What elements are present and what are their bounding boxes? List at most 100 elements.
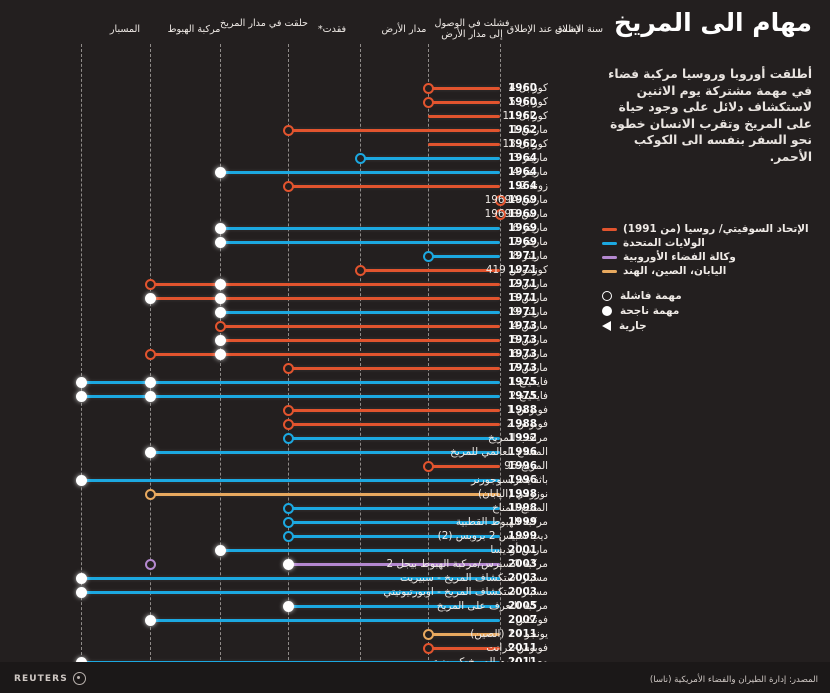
legend-item-agency-3: وكالة الفضاء الأوروبية <box>602 250 812 264</box>
mission-name-label: مارس 1 <box>511 124 548 136</box>
success-marker <box>144 292 156 304</box>
mission-bar <box>81 478 500 482</box>
success-marker <box>214 292 226 304</box>
triangle-arrow-icon <box>602 320 611 331</box>
launch-year-label: 2011 <box>508 628 537 640</box>
launch-year-label: 2003 <box>508 572 537 584</box>
legend-item-agency-2: الولايات المتحدة <box>602 236 812 250</box>
table-row: 1960 كورابل 4 <box>0 81 830 95</box>
mission-name-label: مارس 5 <box>511 334 548 346</box>
failure-marker <box>282 432 294 444</box>
success-marker <box>214 166 226 178</box>
mission-bar <box>81 380 500 384</box>
mission-name-label: كوزموس 419 <box>485 264 548 276</box>
column-header-5: فقدت* <box>317 24 347 35</box>
table-row: 1969 مارس 1969A <box>0 193 830 207</box>
legend-item-agency-1: الإتحاد السوفيتي/ روسيا (من 1991) <box>602 222 812 236</box>
table-row: 1998 المتتبع للمناخ <box>0 501 830 515</box>
page-title: مهام الى المريخ <box>613 8 812 37</box>
mission-name-label: نوزومي (اليابان) <box>478 488 548 500</box>
launch-year-label: 1969 <box>508 208 537 220</box>
mission-name-label: مارينر 8 <box>512 250 548 262</box>
success-marker <box>214 544 226 556</box>
launch-year-label: 1962 <box>508 110 537 122</box>
mission-bar <box>288 534 500 538</box>
launch-year-label: 1971 <box>508 264 537 276</box>
mission-name-label: المريخ 96 <box>504 460 548 472</box>
failure-marker <box>494 208 506 220</box>
mission-bar <box>150 618 500 622</box>
mission-bar <box>428 142 500 146</box>
legend-status: مهمة فاشلة مهمة ناجحة جارية <box>602 288 812 333</box>
table-row: 2003 مسبار استكشاف المريخ - سبيريت <box>0 571 830 585</box>
failure-marker <box>282 418 294 430</box>
mission-name-label: زوند 2 <box>519 180 548 192</box>
legend-item-status-1: مهمة فاشلة <box>602 288 812 303</box>
launch-year-label: 2003 <box>508 558 537 570</box>
failure-marker <box>494 194 506 206</box>
mission-bar <box>288 520 500 524</box>
mission-name-label: مارينر 3 <box>512 152 548 164</box>
failure-marker <box>282 180 294 192</box>
failure-marker <box>282 362 294 374</box>
mission-name-label: مارس 3 <box>511 292 548 304</box>
launch-year-label: 2007 <box>508 614 537 626</box>
footer-bar <box>0 662 830 693</box>
table-row: 1999 مركبة الهبوط القطبية <box>0 515 830 529</box>
table-row: 1971 مارس 2 <box>0 277 830 291</box>
table-row: 1964 زوند 2 <box>0 179 830 193</box>
success-marker <box>282 600 294 612</box>
legend-label: جارية <box>619 319 647 332</box>
mission-bar <box>288 422 500 426</box>
gridline-7 <box>500 44 501 660</box>
success-marker <box>214 222 226 234</box>
reuters-logo: REUTERS <box>14 672 86 685</box>
column-header-7: مركبة الهبوط <box>167 24 221 35</box>
failure-marker <box>214 320 226 332</box>
failure-marker <box>282 516 294 528</box>
mission-bar <box>220 324 500 328</box>
table-row: 1996 باثفايندر/سوجورنر <box>0 473 830 487</box>
table-row: 2001 مارس أوديسا <box>0 543 830 557</box>
mission-name-label: مركبة اكسبرس/مركبة الهبوط بيجل 2 <box>386 558 548 570</box>
gridline-4 <box>288 44 289 660</box>
legend-label: مهمة فاشلة <box>620 289 682 302</box>
mission-name-label: كورابل 13 <box>502 138 548 150</box>
mission-name-label: مارس 1969A <box>484 194 548 206</box>
launch-year-label: 1971 <box>508 306 537 318</box>
table-row: 1988 فوبوس 2 <box>0 417 830 431</box>
failure-marker <box>354 152 366 164</box>
table-row: 1969 مارس 1969B <box>0 207 830 221</box>
mission-bar <box>150 352 500 356</box>
mission-bar <box>81 576 500 580</box>
failure-marker <box>422 250 434 262</box>
mission-bar <box>428 86 500 90</box>
launch-year-label: 2011 <box>508 642 537 654</box>
launch-year-label: 1962 <box>508 124 537 136</box>
launch-year-label: 1998 <box>508 488 537 500</box>
mission-name-label: فوبوس 2 <box>506 418 548 430</box>
table-row: 2007 فونكس <box>0 613 830 627</box>
mission-bar <box>428 100 500 104</box>
mission-name-label: مارينر 9 <box>512 306 548 318</box>
legend-label: مهمة ناجحة <box>620 304 680 317</box>
launch-year-label: 1971 <box>508 292 537 304</box>
launch-year-label: 1969 <box>508 222 537 234</box>
table-row: 1998 نوزومي (اليابان) <box>0 487 830 501</box>
mission-name-label: مارس 7 <box>511 362 548 374</box>
failure-marker <box>282 530 294 542</box>
table-row: 1996 المساح العالمي للمريخ <box>0 445 830 459</box>
gridline-1 <box>81 44 82 660</box>
mission-name-label: مسبار استكشاف المريخ - سبيريت <box>400 572 548 584</box>
mission-bar <box>288 366 500 370</box>
table-row: 1975 فايكينغ 1 <box>0 375 830 389</box>
table-row: 2003 مركبة اكسبرس/مركبة الهبوط بيجل 2 <box>0 557 830 571</box>
failure-marker <box>282 124 294 136</box>
failure-marker <box>422 642 434 654</box>
launch-year-label: 1960 <box>508 82 537 94</box>
launch-year-label: 1973 <box>508 334 537 346</box>
failure-marker <box>144 558 156 570</box>
success-marker <box>144 376 156 388</box>
mission-name-label: فوبوس-كرانت <box>486 642 548 654</box>
